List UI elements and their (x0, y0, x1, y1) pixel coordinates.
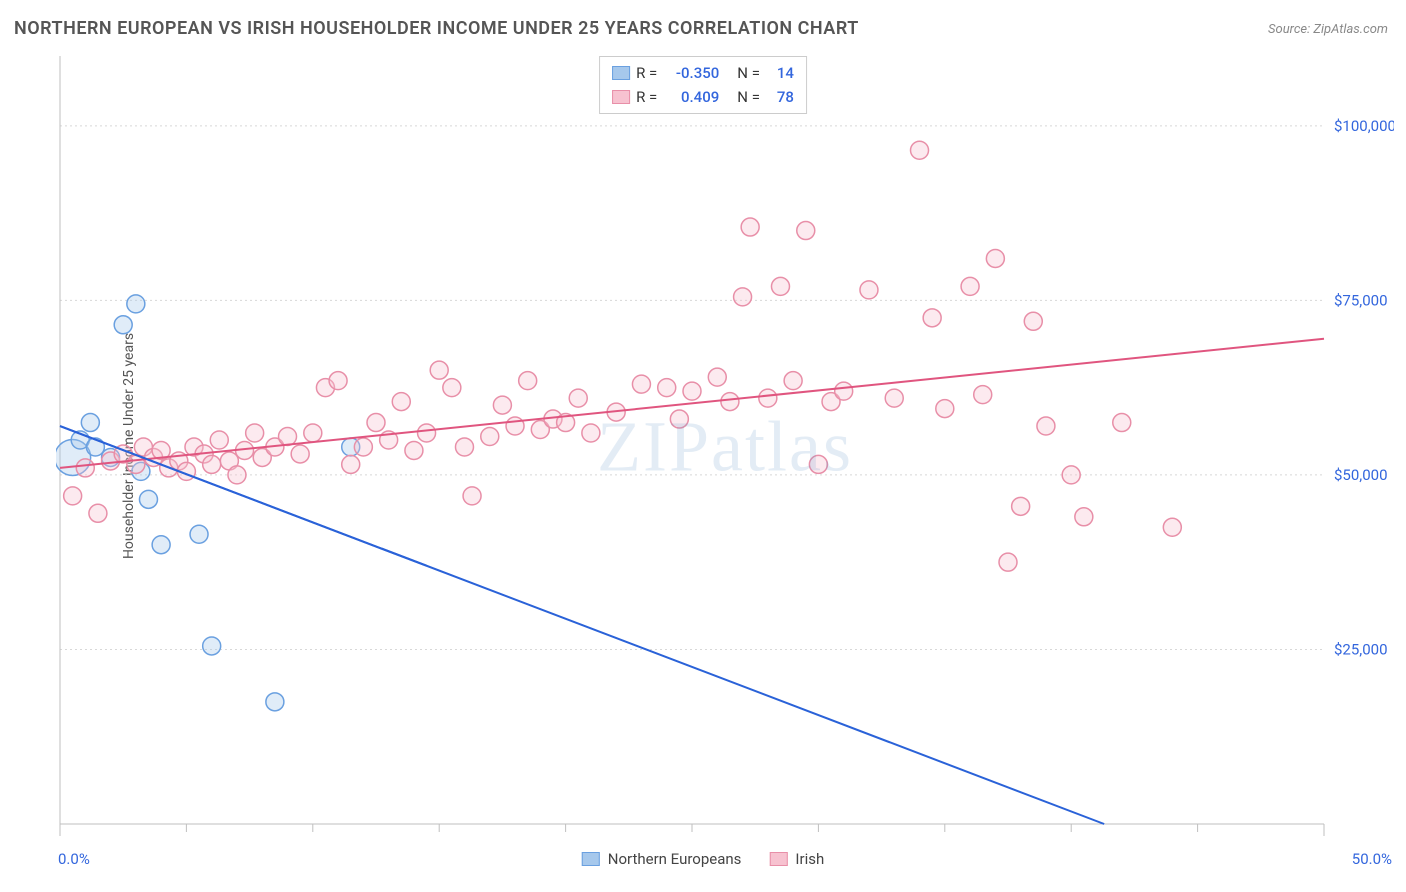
series-legend: Northern Europeans Irish (582, 850, 824, 868)
source-attribution: Source: ZipAtlas.com (1268, 22, 1388, 37)
x-tick-50: 50.0% (1352, 850, 1392, 868)
r-value-ne: -0.350 (663, 61, 719, 85)
n-label: N = (737, 85, 760, 109)
n-value-ne: 14 (766, 61, 794, 85)
x-tick-0: 0.0% (58, 850, 90, 868)
svg-text:$25,000: $25,000 (1334, 640, 1388, 658)
correlation-row-irish: R = 0.409 N = 78 (612, 85, 794, 109)
chart-plot-area: $25,000$50,000$75,000$100,000 ZIPatlas (56, 52, 1394, 842)
n-value-irish: 78 (766, 85, 794, 109)
legend-label-irish: Irish (795, 850, 824, 868)
scatter-svg: $25,000 $50,000 $75,000 $100,000 (56, 52, 1394, 842)
chart-title: NORTHERN EUROPEAN VS IRISH HOUSEHOLDER I… (14, 18, 859, 39)
legend-swatch-ne (582, 852, 600, 866)
svg-text:$100,000: $100,000 (1334, 117, 1394, 135)
r-value-irish: 0.409 (663, 85, 719, 109)
legend-item-ne: Northern Europeans (582, 850, 742, 868)
swatch-irish (612, 90, 630, 104)
legend-label-ne: Northern Europeans (608, 850, 742, 868)
legend-item-irish: Irish (769, 850, 824, 868)
svg-text:$75,000: $75,000 (1334, 291, 1388, 309)
swatch-northern-european (612, 66, 630, 80)
r-label: R = (636, 85, 657, 109)
legend-swatch-irish (769, 852, 787, 866)
correlation-legend: R = -0.350 N = 14 R = 0.409 N = 78 (599, 56, 807, 114)
svg-text:$50,000: $50,000 (1334, 466, 1388, 484)
n-label: N = (737, 61, 760, 85)
correlation-row-ne: R = -0.350 N = 14 (612, 61, 794, 85)
r-label: R = (636, 61, 657, 85)
